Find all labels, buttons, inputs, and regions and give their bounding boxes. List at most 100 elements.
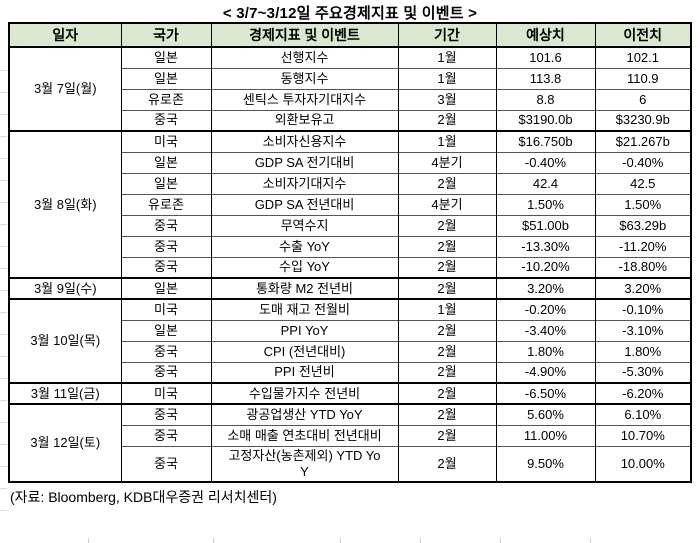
- previous-cell: -0.10%: [594, 298, 692, 320]
- country-cell: 중국: [120, 340, 212, 362]
- period-cell: 1월: [397, 46, 497, 68]
- country-cell: 유로존: [120, 193, 212, 215]
- country-cell: 일본: [120, 151, 212, 173]
- expected-cell: $3190.0b: [495, 109, 596, 131]
- event-cell: 소비자신용지수: [210, 130, 399, 152]
- expected-cell: -13.30%: [495, 235, 596, 257]
- event-cell: 수출 YoY: [210, 235, 399, 257]
- date-cell: 3월 7일(월): [8, 46, 122, 131]
- expected-cell: 42.4: [495, 172, 596, 194]
- expected-cell: 113.8: [495, 67, 596, 89]
- country-cell: 일본: [120, 277, 212, 299]
- table-row: 중국 수입 YoY 2월 -10.20% -18.80%: [9, 256, 692, 278]
- country-cell: 유로존: [120, 88, 212, 110]
- col-header-country: 국가: [120, 22, 212, 48]
- event-cell: 통화량 M2 전년비: [210, 277, 399, 299]
- table-row: 3월 10일(목) 미국 도매 재고 전월비 1월 -0.20% -0.10%: [8, 298, 692, 383]
- expected-cell: -0.40%: [495, 151, 596, 173]
- country-cell: 미국: [120, 130, 212, 152]
- event-cell: 외환보유고: [210, 109, 399, 131]
- table-row: 중국 고정자산(농촌제외) YTD YoY 2월 9.50% 10.00%: [9, 445, 692, 482]
- country-cell: 중국: [120, 361, 212, 383]
- event-cell: CPI (전년대비): [210, 340, 399, 362]
- country-cell: 중국: [120, 109, 212, 131]
- sheet-gridline-stubs: [0, 49, 7, 515]
- previous-cell: -11.20%: [594, 235, 692, 257]
- previous-cell: $21.267b: [594, 130, 692, 152]
- country-cell: 일본: [120, 172, 212, 194]
- event-cell: 고정자산(농촌제외) YTD YoY: [210, 445, 399, 482]
- date-cell: 3월 9일(수): [8, 277, 122, 299]
- previous-cell: 6.10%: [594, 403, 692, 425]
- period-cell: 2월: [397, 109, 497, 131]
- previous-cell: 42.5: [594, 172, 692, 194]
- previous-cell: 110.9: [594, 67, 692, 89]
- col-header-period: 기간: [397, 22, 497, 48]
- expected-cell: $51.00b: [495, 214, 596, 236]
- table-row: 중국 PPI 전년비 2월 -4.90% -5.30%: [9, 361, 692, 383]
- previous-cell: -3.10%: [594, 319, 692, 341]
- period-cell: 4분기: [397, 151, 497, 173]
- table-row: 유로존 GDP SA 전년대비 4분기 1.50% 1.50%: [9, 193, 692, 215]
- country-cell: 일본: [120, 67, 212, 89]
- period-cell: 3월: [397, 88, 497, 110]
- expected-cell: 9.50%: [495, 445, 596, 482]
- expected-cell: 1.50%: [495, 193, 596, 215]
- period-cell: 4분기: [397, 193, 497, 215]
- period-cell: 2월: [397, 277, 497, 299]
- previous-cell: $63.29b: [594, 214, 692, 236]
- table-row: 3월 12일(토) 중국 광공업생산 YTD YoY 2월 5.60% 6.10%: [8, 403, 692, 482]
- date-cell: 3월 8일(화): [8, 130, 122, 278]
- previous-cell: -6.20%: [594, 382, 692, 404]
- page-title: < 3/7~3/12일 주요경제지표 및 이벤트 >: [222, 5, 478, 22]
- previous-cell: -0.40%: [594, 151, 692, 173]
- table-row: 일본 GDP SA 전기대비 4분기 -0.40% -0.40%: [9, 151, 692, 173]
- country-cell: 중국: [120, 235, 212, 257]
- expected-cell: 101.6: [495, 46, 596, 68]
- table-body: 3월 7일(월) 일본 선행지수 1월 101.6 102.1 일본 동행지수 1월 113.8 1…: [8, 46, 692, 482]
- period-cell: 2월: [397, 361, 497, 383]
- table-row: 유로존 센틱스 투자자기대지수 3월 8.8 6: [9, 88, 692, 110]
- date-cell: 3월 10일(목): [8, 298, 122, 383]
- event-cell: 선행지수: [210, 46, 399, 68]
- period-cell: 2월: [397, 235, 497, 257]
- expected-cell: -6.50%: [495, 382, 596, 404]
- table-row: 3월 8일(화) 미국 소비자신용지수 1월 $16.750b $21.267b: [8, 130, 692, 278]
- country-cell: 중국: [120, 424, 212, 446]
- previous-cell: 6: [594, 88, 692, 110]
- date-cell: 3월 12일(토): [8, 403, 122, 482]
- period-cell: 2월: [397, 424, 497, 446]
- expected-cell: $16.750b: [495, 130, 596, 152]
- event-cell: 수입 YoY: [210, 256, 399, 278]
- previous-cell: -18.80%: [594, 256, 692, 278]
- country-cell: 일본: [120, 46, 212, 68]
- event-cell: 센틱스 투자자기대지수: [210, 88, 399, 110]
- previous-cell: 1.80%: [594, 340, 692, 362]
- expected-cell: -3.40%: [495, 319, 596, 341]
- date-cell: 3월 11일(금): [8, 382, 122, 404]
- expected-cell: 11.00%: [495, 424, 596, 446]
- previous-cell: 3.20%: [594, 277, 692, 299]
- table-row: 중국 수출 YoY 2월 -13.30% -11.20%: [9, 235, 692, 257]
- country-cell: 미국: [120, 382, 212, 404]
- col-header-date: 일자: [8, 22, 122, 48]
- period-cell: 2월: [397, 403, 497, 425]
- event-cell: 광공업생산 YTD YoY: [210, 403, 399, 425]
- country-cell: 중국: [120, 445, 212, 482]
- country-cell: 미국: [120, 298, 212, 320]
- table-row: 중국 소매 매출 연초대비 전년대비 2월 11.00% 10.70%: [9, 424, 692, 446]
- table-row: 중국 무역수지 2월 $51.00b $63.29b: [9, 214, 692, 236]
- country-cell: 중국: [120, 214, 212, 236]
- previous-cell: $3230.9b: [594, 109, 692, 131]
- table-row: 일본 동행지수 1월 113.8 110.9: [9, 67, 692, 89]
- col-header-expected: 예상치: [495, 22, 596, 48]
- expected-cell: 8.8: [495, 88, 596, 110]
- event-cell: 소매 매출 연초대비 전년대비: [210, 424, 399, 446]
- expected-cell: -0.20%: [495, 298, 596, 320]
- table-row: 일본 PPI YoY 2월 -3.40% -3.10%: [9, 319, 692, 341]
- event-cell: GDP SA 전년대비: [210, 193, 399, 215]
- event-cell: PPI YoY: [210, 319, 399, 341]
- country-cell: 중국: [120, 256, 212, 278]
- previous-cell: 102.1: [594, 46, 692, 68]
- table-row: 3월 7일(월) 일본 선행지수 1월 101.6 102.1: [8, 46, 692, 131]
